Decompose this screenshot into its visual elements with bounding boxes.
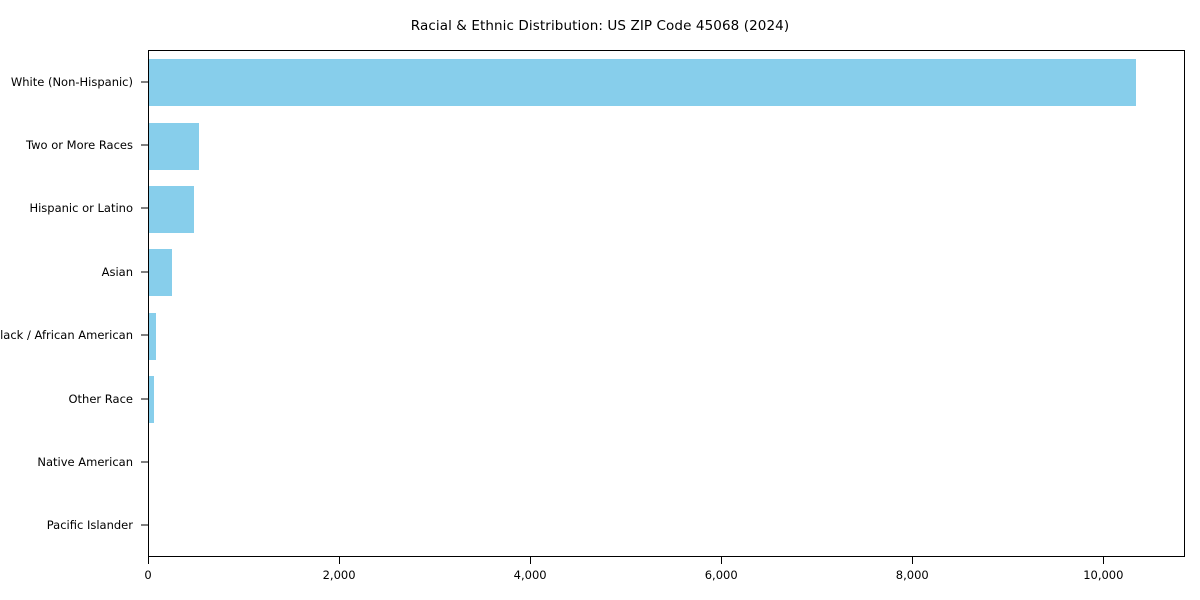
x-tick-label: 2,000	[322, 568, 356, 582]
y-tick-mark	[141, 81, 148, 83]
y-tick-label: Other Race	[68, 391, 134, 406]
bar	[149, 376, 154, 424]
y-tick-label: Two or More Races	[26, 138, 133, 153]
x-tick-label: 6,000	[704, 568, 738, 582]
y-tick-label: Native American	[37, 454, 133, 469]
x-axis: 0 2,000 4,000 6,000 8,000 10,000	[144, 557, 1185, 600]
x-tick-mark	[912, 557, 914, 564]
x-tick-mark	[148, 557, 149, 564]
x-tick-mark	[721, 557, 723, 564]
y-tick-mark	[141, 334, 148, 336]
y-tick-mark	[141, 144, 148, 146]
y-tick-mark	[141, 207, 148, 209]
y-tick-label: Pacific Islander	[46, 518, 133, 533]
y-tick-mark	[141, 524, 148, 526]
y-tick-mark	[141, 271, 148, 273]
y-tick-mark	[141, 398, 148, 400]
x-tick-label: 10,000	[1083, 568, 1124, 582]
chart-title: Racial & Ethnic Distribution: US ZIP Cod…	[410, 18, 790, 34]
x-tick-mark	[530, 557, 532, 564]
x-tick-label: 0	[144, 568, 152, 582]
bar	[149, 185, 194, 233]
plot-area	[148, 50, 1185, 557]
bar	[149, 122, 200, 170]
bar	[149, 312, 156, 360]
y-tick-label: White (Non-Hispanic)	[10, 74, 133, 89]
bar	[149, 59, 1137, 107]
y-tick-label: Hispanic or Latino	[29, 201, 133, 216]
bar	[149, 249, 173, 297]
x-tick-label: 8,000	[895, 568, 929, 582]
y-tick-label: Black / African American	[0, 328, 133, 343]
bars-layer	[149, 51, 1184, 556]
y-tick-label: Asian	[101, 264, 133, 279]
x-tick-mark	[339, 557, 341, 564]
y-axis: White (Non-Hispanic) Two or More Races His…	[0, 50, 148, 557]
y-tick-mark	[141, 461, 148, 463]
x-tick-mark	[1103, 557, 1105, 564]
x-tick-label: 4,000	[513, 568, 547, 582]
